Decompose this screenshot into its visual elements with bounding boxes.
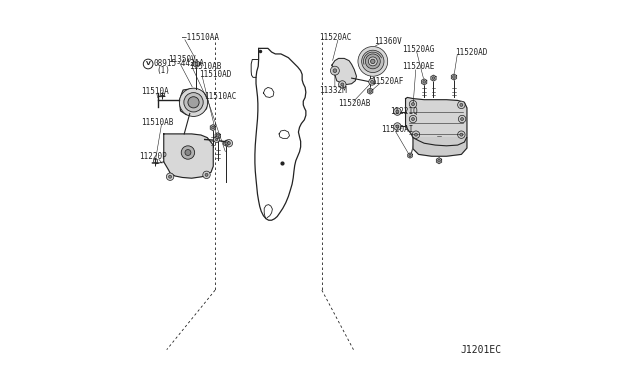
Polygon shape <box>332 58 356 84</box>
Circle shape <box>225 140 232 147</box>
Circle shape <box>365 54 380 69</box>
Circle shape <box>412 103 415 106</box>
Circle shape <box>460 103 463 106</box>
Circle shape <box>330 66 339 75</box>
Circle shape <box>195 62 198 65</box>
Circle shape <box>458 115 466 123</box>
Circle shape <box>412 118 415 121</box>
Circle shape <box>333 69 337 73</box>
Polygon shape <box>431 75 436 81</box>
Circle shape <box>184 93 203 112</box>
Circle shape <box>168 175 172 178</box>
Circle shape <box>371 59 375 64</box>
Polygon shape <box>406 97 467 146</box>
Text: V: V <box>146 61 150 67</box>
Text: 11221Q: 11221Q <box>390 107 418 116</box>
Circle shape <box>458 101 465 109</box>
Circle shape <box>341 83 344 86</box>
Circle shape <box>358 46 388 76</box>
Circle shape <box>185 150 191 155</box>
Polygon shape <box>215 133 220 139</box>
Text: —11510AA: —11510AA <box>182 33 220 42</box>
Text: 11520AE: 11520AE <box>402 62 434 71</box>
Text: 11520AG: 11520AG <box>402 45 434 54</box>
Text: 11510A: 11510A <box>141 87 169 96</box>
Circle shape <box>181 146 195 159</box>
Bar <box>154 159 157 162</box>
Circle shape <box>203 171 211 179</box>
Text: 11520AB: 11520AB <box>338 99 370 108</box>
Text: J1201EC: J1201EC <box>460 345 502 355</box>
Text: 11520AC: 11520AC <box>319 33 351 42</box>
Text: 11510AB: 11510AB <box>189 62 221 71</box>
Circle shape <box>188 97 199 108</box>
Circle shape <box>227 142 230 145</box>
Circle shape <box>205 173 208 176</box>
Circle shape <box>179 88 207 116</box>
Circle shape <box>423 80 426 83</box>
Text: 08915-4421A: 08915-4421A <box>154 60 205 68</box>
Circle shape <box>460 133 463 136</box>
Text: 11510AB: 11510AB <box>141 118 174 126</box>
Polygon shape <box>179 89 207 115</box>
Circle shape <box>452 76 455 78</box>
Ellipse shape <box>159 96 165 97</box>
Circle shape <box>216 134 219 137</box>
Polygon shape <box>223 140 229 146</box>
Circle shape <box>339 81 346 88</box>
Polygon shape <box>422 79 427 85</box>
Circle shape <box>396 125 399 128</box>
Circle shape <box>371 80 374 83</box>
Text: 11510AC: 11510AC <box>204 92 236 101</box>
Circle shape <box>394 123 401 130</box>
Text: (1): (1) <box>156 66 170 75</box>
Circle shape <box>225 142 228 145</box>
Circle shape <box>410 100 417 108</box>
Text: 11360V: 11360V <box>374 37 402 46</box>
Circle shape <box>396 110 399 113</box>
Polygon shape <box>408 153 412 158</box>
Circle shape <box>458 131 465 138</box>
Polygon shape <box>436 158 442 164</box>
Text: 11510AD: 11510AD <box>199 70 232 79</box>
Circle shape <box>216 138 218 141</box>
Text: 11332M: 11332M <box>319 86 347 94</box>
Circle shape <box>212 126 214 129</box>
Bar <box>160 93 164 95</box>
Circle shape <box>369 78 376 85</box>
Circle shape <box>412 131 420 138</box>
Circle shape <box>410 115 417 123</box>
Circle shape <box>362 50 384 73</box>
Polygon shape <box>451 74 456 80</box>
Circle shape <box>369 57 378 66</box>
Circle shape <box>415 133 417 136</box>
Text: 11520AD: 11520AD <box>454 48 487 57</box>
Circle shape <box>166 173 174 180</box>
Polygon shape <box>367 88 372 94</box>
Circle shape <box>432 77 435 80</box>
Text: 11520AF: 11520AF <box>371 77 404 86</box>
Polygon shape <box>164 134 213 178</box>
Text: 11520AI: 11520AI <box>381 125 413 134</box>
Polygon shape <box>211 125 216 131</box>
Circle shape <box>394 108 401 115</box>
Circle shape <box>369 90 372 93</box>
Circle shape <box>461 118 463 121</box>
Circle shape <box>214 137 220 142</box>
Polygon shape <box>193 61 200 67</box>
Polygon shape <box>413 138 467 156</box>
Text: 11220P: 11220P <box>140 153 167 161</box>
Circle shape <box>409 154 411 157</box>
Circle shape <box>438 159 440 162</box>
Text: 11350V: 11350V <box>168 55 196 64</box>
